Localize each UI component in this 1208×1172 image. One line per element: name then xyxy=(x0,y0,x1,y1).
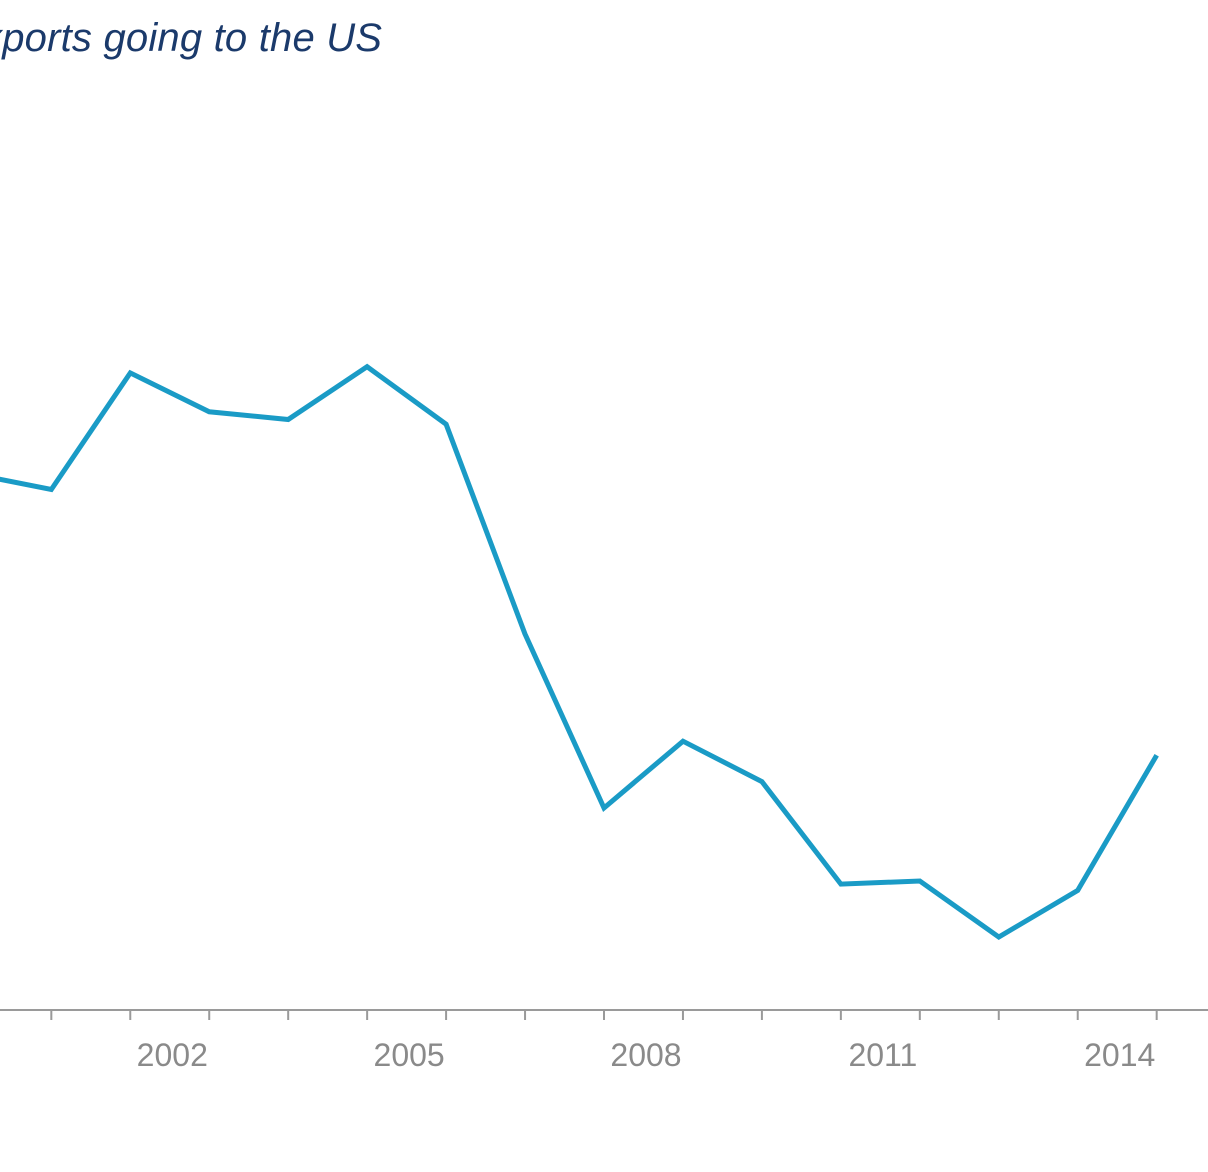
x-tick-label-2014: 2014 xyxy=(1084,1037,1155,1073)
x-tick-label-2011: 2011 xyxy=(848,1037,917,1073)
x-axis-tick-labels: 2002 2005 2008 2011 2014 xyxy=(137,1037,1156,1073)
chart-title: xports going to the US xyxy=(0,16,383,60)
x-tick-label-2008: 2008 xyxy=(610,1037,681,1073)
series-line-0 xyxy=(0,363,1159,940)
x-tick-label-2002: 2002 xyxy=(137,1037,208,1073)
series-group xyxy=(0,363,1159,940)
x-tick-label-2005: 2005 xyxy=(374,1037,445,1073)
x-axis-ticks xyxy=(50,1010,1158,1020)
